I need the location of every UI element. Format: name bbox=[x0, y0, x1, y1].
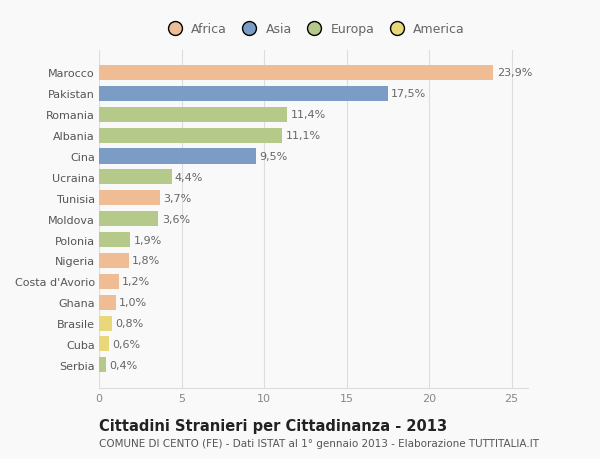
Text: Cittadini Stranieri per Cittadinanza - 2013: Cittadini Stranieri per Cittadinanza - 2… bbox=[99, 418, 447, 433]
Text: 0,8%: 0,8% bbox=[115, 319, 144, 328]
Bar bbox=[99, 337, 109, 352]
Text: COMUNE DI CENTO (FE) - Dati ISTAT al 1° gennaio 2013 - Elaborazione TUTTITALIA.I: COMUNE DI CENTO (FE) - Dati ISTAT al 1° … bbox=[99, 438, 539, 448]
Text: 1,9%: 1,9% bbox=[134, 235, 162, 245]
Bar bbox=[99, 233, 130, 247]
Text: 1,0%: 1,0% bbox=[119, 297, 147, 308]
Text: 0,4%: 0,4% bbox=[109, 360, 137, 370]
Text: 11,4%: 11,4% bbox=[290, 110, 326, 120]
Text: 1,8%: 1,8% bbox=[132, 256, 160, 266]
Text: 3,7%: 3,7% bbox=[163, 193, 191, 203]
Bar bbox=[99, 170, 172, 185]
Text: 11,1%: 11,1% bbox=[286, 131, 320, 141]
Bar bbox=[99, 107, 287, 123]
Bar bbox=[99, 149, 256, 164]
Text: 0,6%: 0,6% bbox=[112, 339, 140, 349]
Text: 3,6%: 3,6% bbox=[162, 214, 190, 224]
Text: 4,4%: 4,4% bbox=[175, 173, 203, 183]
Bar bbox=[99, 316, 112, 331]
Bar bbox=[99, 87, 388, 101]
Bar bbox=[99, 66, 493, 81]
Bar bbox=[99, 358, 106, 373]
Bar bbox=[99, 295, 115, 310]
Text: 9,5%: 9,5% bbox=[259, 151, 287, 162]
Bar bbox=[99, 274, 119, 289]
Bar bbox=[99, 129, 282, 143]
Text: 17,5%: 17,5% bbox=[391, 89, 426, 99]
Legend: Africa, Asia, Europa, America: Africa, Asia, Europa, America bbox=[162, 23, 465, 36]
Text: 23,9%: 23,9% bbox=[497, 68, 532, 78]
Text: 1,2%: 1,2% bbox=[122, 277, 151, 287]
Bar bbox=[99, 191, 160, 206]
Bar bbox=[99, 212, 158, 227]
Bar bbox=[99, 253, 128, 269]
